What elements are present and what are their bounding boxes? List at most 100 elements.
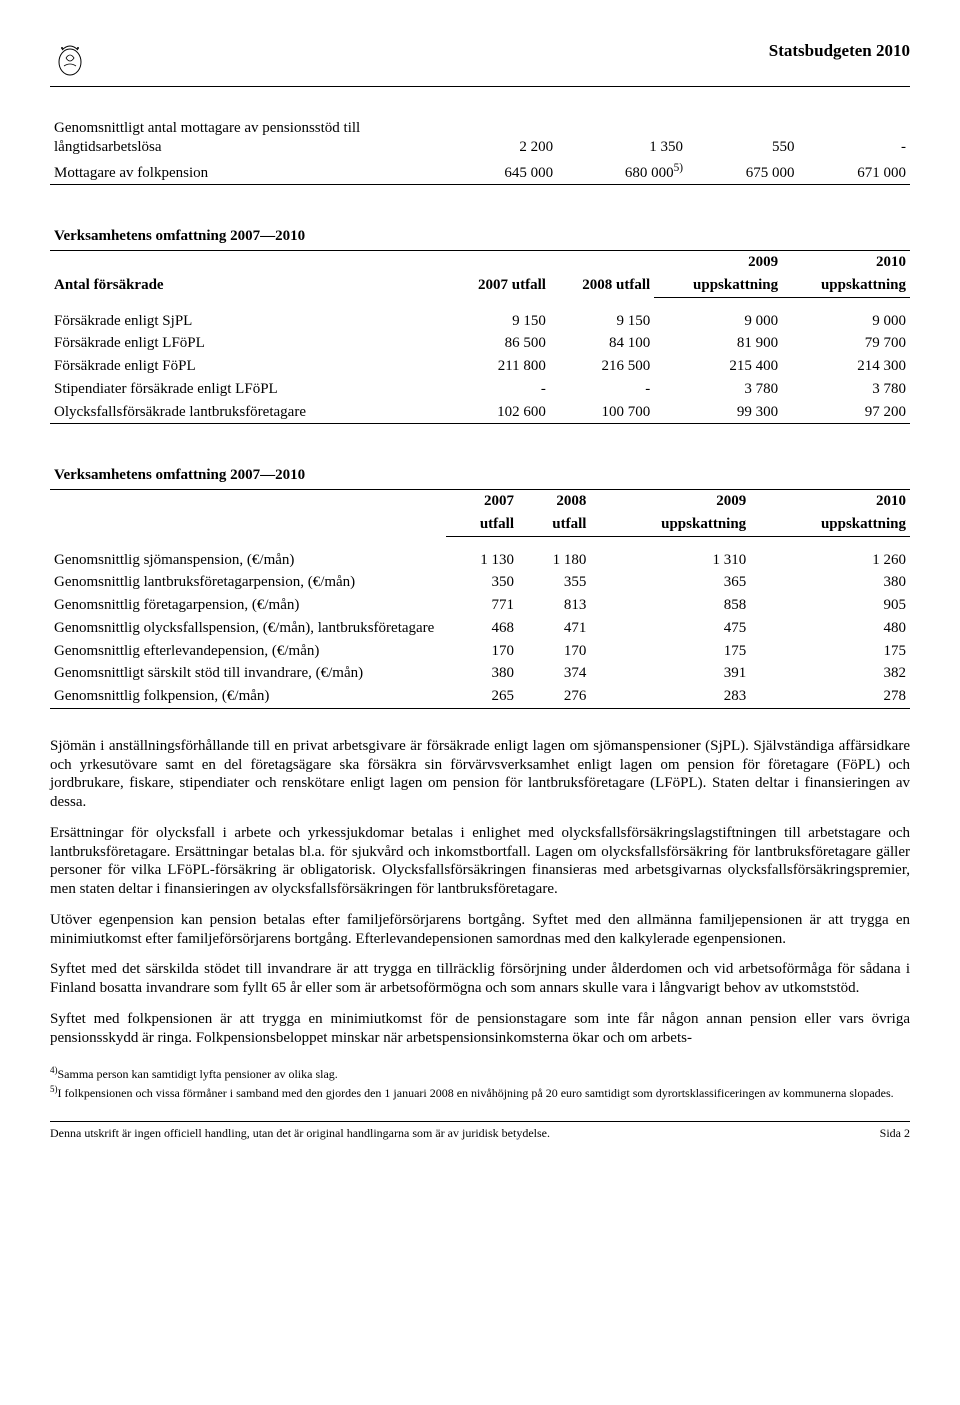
table-row: Genomsnittligt antal mottagare av pensio… xyxy=(50,117,910,159)
table-row: Genomsnittligt särskilt stöd till invand… xyxy=(50,662,910,685)
cell: 9 000 xyxy=(654,310,782,333)
row-label: Genomsnittlig sjömanspension, (€/mån) xyxy=(50,549,446,572)
table-row: Försäkrade enligt LFöPL86 50084 10081 90… xyxy=(50,332,910,355)
cell: 3 780 xyxy=(782,378,910,401)
cell: 471 xyxy=(518,617,590,640)
cell: 550 xyxy=(687,117,798,159)
table-row: Olycksfallsförsäkrade lantbruksföretagar… xyxy=(50,401,910,424)
cell: 9 150 xyxy=(446,310,550,333)
cell: 9 000 xyxy=(782,310,910,333)
row-label: Försäkrade enligt SjPL xyxy=(50,310,446,333)
row-label: Mottagare av folkpension xyxy=(50,159,446,185)
cell: 81 900 xyxy=(654,332,782,355)
t2-h-c4a: 2010 xyxy=(782,251,910,274)
table-row: Genomsnittlig efterlevandepension, (€/må… xyxy=(50,640,910,663)
body-paragraph: Syftet med det särskilda stödet till inv… xyxy=(50,960,910,998)
cell: 1 260 xyxy=(750,549,910,572)
cell: 3 780 xyxy=(654,378,782,401)
cell: 365 xyxy=(590,571,750,594)
cell: 1 310 xyxy=(590,549,750,572)
cell: 382 xyxy=(750,662,910,685)
t3-h-c3b: uppskattning xyxy=(590,513,750,536)
row-label: Stipendiater försäkrade enligt LFöPL xyxy=(50,378,446,401)
body-paragraph: Syftet med folkpensionen är att trygga e… xyxy=(50,1010,910,1048)
cell: 211 800 xyxy=(446,355,550,378)
body-paragraph: Utöver egenpension kan pension betalas e… xyxy=(50,911,910,949)
table-avg-pensions: Verksamhetens omfattning 2007—2010 2007 … xyxy=(50,452,910,709)
row-label: Genomsnittligt antal mottagare av pensio… xyxy=(50,117,446,159)
cell: 391 xyxy=(590,662,750,685)
cell: 858 xyxy=(590,594,750,617)
footer-page-number: Sida 2 xyxy=(880,1126,910,1141)
cell: - xyxy=(550,378,654,401)
table-row: Genomsnittlig folkpension, (€/mån)265276… xyxy=(50,685,910,708)
table-row: Genomsnittlig lantbruksföretagarpension,… xyxy=(50,571,910,594)
cell: - xyxy=(798,117,910,159)
t3-h-c1a: 2007 xyxy=(446,490,518,513)
table2-title: Verksamhetens omfattning 2007—2010 xyxy=(50,213,910,250)
cell: 374 xyxy=(518,662,590,685)
t2-h-c1: 2007 utfall xyxy=(446,251,550,298)
table-row: Genomsnittlig olycksfallspension, (€/mån… xyxy=(50,617,910,640)
t3-h-c4b: uppskattning xyxy=(750,513,910,536)
cell: 480 xyxy=(750,617,910,640)
table-row: Försäkrade enligt SjPL9 1509 1509 0009 0… xyxy=(50,310,910,333)
cell: 645 000 xyxy=(446,159,557,185)
document-title: Statsbudgeten 2010 xyxy=(769,40,910,61)
t3-h-c2b: utfall xyxy=(518,513,590,536)
cell: 355 xyxy=(518,571,590,594)
footnote-4: 4)Samma person kan samtidigt lyfta pensi… xyxy=(50,1065,910,1082)
page-header: Statsbudgeten 2010 xyxy=(50,40,910,87)
footnotes: 4)Samma person kan samtidigt lyfta pensi… xyxy=(50,1065,910,1101)
row-label: Genomsnittlig folkpension, (€/mån) xyxy=(50,685,446,708)
cell: 278 xyxy=(750,685,910,708)
footer-disclaimer: Denna utskrift är ingen officiell handli… xyxy=(50,1126,550,1141)
t2-h-c3a: 2009 xyxy=(654,251,782,274)
cell: 276 xyxy=(518,685,590,708)
cell: 99 300 xyxy=(654,401,782,424)
footnote-5: 5)I folkpensionen och vissa förmåner i s… xyxy=(50,1084,910,1101)
row-label: Försäkrade enligt LFöPL xyxy=(50,332,446,355)
row-label: Genomsnittlig företagarpension, (€/mån) xyxy=(50,594,446,617)
t2-h-c4b: uppskattning xyxy=(782,274,910,297)
cell: 905 xyxy=(750,594,910,617)
row-label: Genomsnittlig efterlevandepension, (€/må… xyxy=(50,640,446,663)
cell: 84 100 xyxy=(550,332,654,355)
cell: 1 180 xyxy=(518,549,590,572)
cell: 86 500 xyxy=(446,332,550,355)
cell: 813 xyxy=(518,594,590,617)
t2-h-c2: 2008 utfall xyxy=(550,251,654,298)
t3-h-c1b: utfall xyxy=(446,513,518,536)
table-row: Genomsnittlig sjömanspension, (€/mån)1 1… xyxy=(50,549,910,572)
cell: 170 xyxy=(518,640,590,663)
cell: 100 700 xyxy=(550,401,654,424)
cell: 283 xyxy=(590,685,750,708)
row-label: Genomsnittligt särskilt stöd till invand… xyxy=(50,662,446,685)
cell: 468 xyxy=(446,617,518,640)
table-row: Försäkrade enligt FöPL211 800216 500215 … xyxy=(50,355,910,378)
row-label: Genomsnittlig lantbruksföretagarpension,… xyxy=(50,571,446,594)
cell: 671 000 xyxy=(798,159,910,185)
table-insured-scope: Verksamhetens omfattning 2007—2010 Antal… xyxy=(50,213,910,424)
row-label: Genomsnittlig olycksfallspension, (€/mån… xyxy=(50,617,446,640)
table-row: Stipendiater försäkrade enligt LFöPL--3 … xyxy=(50,378,910,401)
cell: 9 150 xyxy=(550,310,654,333)
cell: 175 xyxy=(590,640,750,663)
t3-h-c2a: 2008 xyxy=(518,490,590,513)
page-footer: Denna utskrift är ingen officiell handli… xyxy=(50,1121,910,1141)
cell: 79 700 xyxy=(782,332,910,355)
crest-icon xyxy=(50,40,90,80)
cell: - xyxy=(446,378,550,401)
cell: 214 300 xyxy=(782,355,910,378)
cell: 1 350 xyxy=(557,117,687,159)
cell: 1 130 xyxy=(446,549,518,572)
row-label: Olycksfallsförsäkrade lantbruksföretagar… xyxy=(50,401,446,424)
cell: 216 500 xyxy=(550,355,654,378)
table-pension-recipients: Genomsnittligt antal mottagare av pensio… xyxy=(50,117,910,185)
cell: 102 600 xyxy=(446,401,550,424)
table-row: Genomsnittlig företagarpension, (€/mån)7… xyxy=(50,594,910,617)
row-label: Försäkrade enligt FöPL xyxy=(50,355,446,378)
cell: 475 xyxy=(590,617,750,640)
t3-h-c4a: 2010 xyxy=(750,490,910,513)
t2-h-c3b: uppskattning xyxy=(654,274,782,297)
